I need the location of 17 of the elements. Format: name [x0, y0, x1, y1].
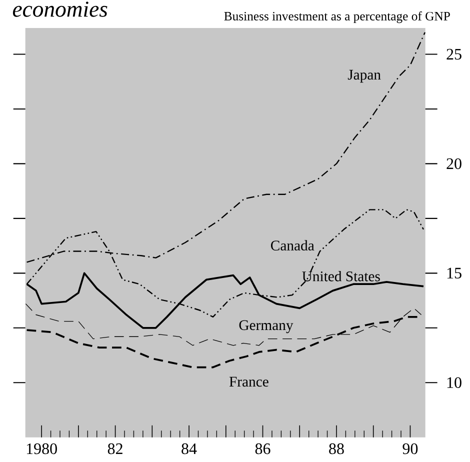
x-tick-label: 86	[255, 443, 270, 454]
series-label: Germany	[239, 320, 294, 334]
chart-title: economies	[12, 2, 108, 17]
series-label: Canada	[271, 240, 314, 250]
x-tick-label: 84	[182, 443, 197, 454]
x-tick-label: 90	[402, 443, 418, 454]
x-tick-label: 88	[329, 443, 344, 454]
x-tick-label: 1980	[26, 443, 57, 454]
y-tick-label: 15	[447, 268, 462, 279]
y-tick-label: 10	[447, 377, 462, 388]
series-label: France	[229, 376, 268, 387]
chart-subtitle: Business investment as a percentage of GNP	[224, 11, 450, 24]
y-tick-label: 25	[446, 48, 462, 60]
y-tick-label: 20	[446, 158, 462, 170]
series-label: United States	[302, 271, 380, 282]
x-tick-label: 82	[108, 443, 122, 454]
series-label: Japan	[348, 70, 381, 83]
